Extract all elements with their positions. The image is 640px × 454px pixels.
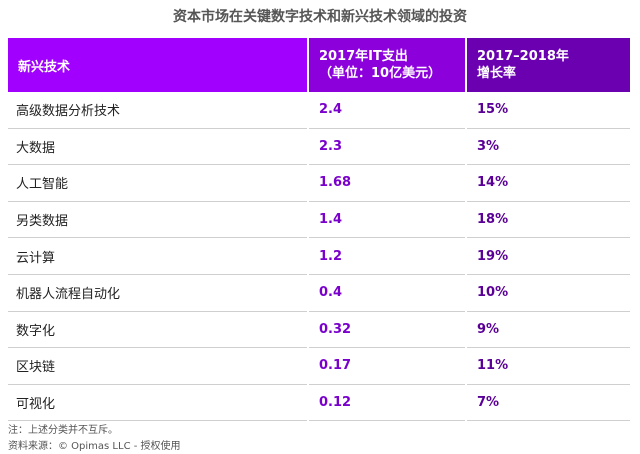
cell-tech: 云计算 (8, 238, 307, 275)
cell-spend: 0.12 (309, 385, 465, 422)
header-spend-line2: （单位：10亿美元） (319, 66, 442, 81)
cell-spend: 1.4 (309, 202, 465, 239)
header-spend-line1: 2017年IT支出 (319, 49, 408, 64)
table-row: 云计算 1.2 19% (8, 238, 630, 275)
table-row: 人工智能 1.68 14% (8, 165, 630, 202)
table-body: 高级数据分析技术 2.4 15% 大数据 2.3 3% 人工智能 1.68 14% 另类数据 1.4… (8, 92, 630, 422)
cell-spend: 2.3 (309, 129, 465, 166)
table-row: 机器人流程自动化 0.4 10% (8, 275, 630, 312)
cell-spend: 0.17 (309, 348, 465, 385)
cell-growth: 19% (467, 238, 630, 275)
cell-spend: 0.4 (309, 275, 465, 312)
cell-growth: 7% (467, 385, 630, 422)
cell-growth: 14% (467, 165, 630, 202)
cell-tech: 大数据 (8, 129, 307, 166)
cell-spend: 2.4 (309, 92, 465, 129)
table-row: 可视化 0.12 7% (8, 385, 630, 422)
table-row: 数字化 0.32 9% (8, 312, 630, 349)
cell-growth: 18% (467, 202, 630, 239)
header-growth-line2: 增长率 (477, 66, 517, 81)
header-spend: 2017年IT支出 （单位：10亿美元） (309, 38, 465, 92)
table-row: 区块链 0.17 11% (8, 348, 630, 385)
cell-spend: 1.68 (309, 165, 465, 202)
cell-tech: 可视化 (8, 385, 307, 422)
cell-tech: 数字化 (8, 312, 307, 349)
footnote: 注：上述分类并不互斥。 (8, 425, 118, 436)
data-table: 新兴技术 2017年IT支出 （单位：10亿美元） 2017–2018年 增长率… (8, 38, 630, 422)
header-growth: 2017–2018年 增长率 (467, 38, 630, 92)
table-header: 新兴技术 2017年IT支出 （单位：10亿美元） 2017–2018年 增长率 (8, 38, 630, 92)
chart-title: 资本市场在关键数字技术和新兴技术领域的投资 (173, 9, 467, 25)
header-growth-line1: 2017–2018年 (477, 49, 569, 64)
cell-growth: 3% (467, 129, 630, 166)
cell-tech: 另类数据 (8, 202, 307, 239)
cell-growth: 15% (467, 92, 630, 129)
cell-growth: 10% (467, 275, 630, 312)
cell-spend: 0.32 (309, 312, 465, 349)
cell-growth: 11% (467, 348, 630, 385)
source-note: 资料来源：© Opimas LLC - 授权使用 (8, 441, 181, 452)
table-row: 高级数据分析技术 2.4 15% (8, 92, 630, 129)
cell-tech: 人工智能 (8, 165, 307, 202)
header-tech: 新兴技术 (8, 38, 307, 92)
cell-growth: 9% (467, 312, 630, 349)
cell-spend: 1.2 (309, 238, 465, 275)
table-row: 另类数据 1.4 18% (8, 202, 630, 239)
cell-tech: 机器人流程自动化 (8, 275, 307, 312)
cell-tech: 区块链 (8, 348, 307, 385)
table-row: 大数据 2.3 3% (8, 129, 630, 166)
cell-tech: 高级数据分析技术 (8, 92, 307, 129)
